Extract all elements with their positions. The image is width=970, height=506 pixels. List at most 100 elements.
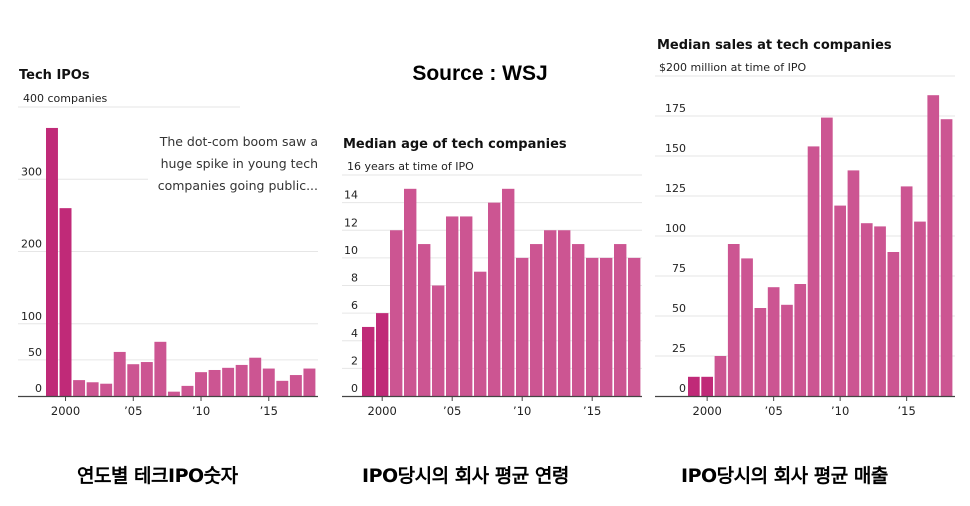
y-tick-label: 75 xyxy=(672,262,686,275)
bar-2017 xyxy=(289,375,302,396)
bar-2018 xyxy=(940,119,953,396)
bar-2013 xyxy=(558,230,571,396)
bar-2000 xyxy=(701,376,713,396)
bar-2004 xyxy=(113,351,126,396)
y-tick-label: 200 xyxy=(21,238,42,251)
bar-2006 xyxy=(140,362,153,396)
source-label: Source : WSJ xyxy=(412,62,548,85)
y-axis-top-label: 16 years at time of IPO xyxy=(347,160,474,173)
bar-2017 xyxy=(614,244,627,396)
chart-title: Median age of tech companies xyxy=(343,137,567,152)
y-tick-label: 25 xyxy=(672,342,686,355)
bar-2009 xyxy=(821,117,833,396)
x-tick-label: ’05 xyxy=(124,404,142,418)
y-tick-label: 50 xyxy=(28,346,42,359)
caption-median-sales: IPO당시의 회사 평균 매출 xyxy=(681,465,888,487)
bar-2003 xyxy=(418,244,431,396)
y-tick-label: 100 xyxy=(21,310,42,323)
bar-2016 xyxy=(914,221,926,396)
bar-2008 xyxy=(167,391,180,396)
y-tick-label: 14 xyxy=(344,189,358,202)
bar-2008 xyxy=(488,202,501,397)
bar-2016 xyxy=(600,257,613,397)
bar-2008 xyxy=(807,146,820,396)
bar-2014 xyxy=(572,244,585,396)
bar-1999 xyxy=(362,326,375,396)
bar-2005 xyxy=(767,287,780,396)
bar-2007 xyxy=(794,284,807,396)
bar-2000 xyxy=(59,208,72,396)
bar-2002 xyxy=(727,244,740,396)
annotation-line: companies going public... xyxy=(157,178,318,193)
chart-title: Median sales at tech companies xyxy=(657,38,892,53)
bar-2011 xyxy=(208,369,221,396)
bar-2015 xyxy=(262,368,275,396)
bar-2002 xyxy=(404,188,417,396)
bars xyxy=(46,127,316,396)
bar-2004 xyxy=(432,285,445,396)
bar-2012 xyxy=(222,367,235,396)
bar-2009 xyxy=(181,385,194,396)
y-axis-top-label: $200 million at time of IPO xyxy=(659,61,807,74)
bar-2013 xyxy=(874,226,886,396)
annotation-line: The dot-com boom saw a xyxy=(159,134,318,149)
x-tick-label: ’10 xyxy=(192,404,210,418)
bar-2006 xyxy=(460,216,473,396)
y-tick-label: 0 xyxy=(679,382,686,395)
y-tick-label: 12 xyxy=(344,216,358,229)
bar-2010 xyxy=(834,205,846,396)
y-tick-label: 8 xyxy=(351,272,358,285)
x-tick-label: 2000 xyxy=(368,404,397,418)
y-tick-label: 2 xyxy=(351,354,358,367)
chart-tech-ipos: Tech IPOs 400 companies 0 50 100 200 300 2000… xyxy=(18,68,318,418)
y-tick-label: 300 xyxy=(21,165,42,178)
bar-2010 xyxy=(195,372,207,396)
bar-2012 xyxy=(860,223,873,396)
y-axis-top-label: 400 companies xyxy=(23,92,108,105)
y-tick-label: 100 xyxy=(665,222,686,235)
chart-median-age: Median age of tech companies 16 years at… xyxy=(342,137,642,418)
y-tick-label: 6 xyxy=(351,299,358,312)
bar-2005 xyxy=(446,216,459,396)
bar-2018 xyxy=(303,368,316,396)
bar-2002 xyxy=(86,382,99,396)
y-tick-label: 175 xyxy=(665,102,686,115)
bar-2015 xyxy=(900,186,913,396)
y-tick-label: 0 xyxy=(35,382,42,395)
x-tick-label: ’15 xyxy=(260,404,278,418)
bar-2005 xyxy=(127,364,140,396)
x-tick-label: ’05 xyxy=(765,404,783,418)
bar-2012 xyxy=(544,230,557,396)
x-tick-label: 2000 xyxy=(51,404,80,418)
bar-2006 xyxy=(781,304,793,396)
bar-2004 xyxy=(754,308,767,396)
caption-ipo-count: 연도별 테크IPO숫자 xyxy=(77,465,238,487)
annotation-line: huge spike in young tech xyxy=(160,156,318,171)
bar-2016 xyxy=(276,380,289,396)
x-tick-label: ’15 xyxy=(898,404,916,418)
x-tick-label: ’05 xyxy=(443,404,461,418)
bars xyxy=(688,95,953,396)
bar-2009 xyxy=(502,188,515,396)
bar-2013 xyxy=(235,364,248,396)
bar-2001 xyxy=(73,380,86,396)
bar-2014 xyxy=(887,252,900,396)
y-tick-label: 150 xyxy=(665,142,686,155)
bar-1999 xyxy=(46,127,58,396)
bar-2017 xyxy=(927,95,940,396)
bar-2011 xyxy=(847,170,860,396)
chart-title: Tech IPOs xyxy=(19,68,90,83)
y-tick-label: 125 xyxy=(665,182,686,195)
bar-2001 xyxy=(714,356,727,396)
bar-2007 xyxy=(154,341,167,396)
dot-com-annotation: The dot-com boom saw a huge spike in you… xyxy=(140,131,318,197)
x-tick-label: ’10 xyxy=(513,404,531,418)
bar-2003 xyxy=(100,383,113,396)
y-tick-label: 4 xyxy=(351,327,358,340)
bar-2014 xyxy=(249,357,262,396)
bar-2015 xyxy=(586,257,599,397)
bar-2000 xyxy=(376,313,389,397)
bar-2018 xyxy=(628,257,641,397)
x-tick-label: ’15 xyxy=(583,404,601,418)
